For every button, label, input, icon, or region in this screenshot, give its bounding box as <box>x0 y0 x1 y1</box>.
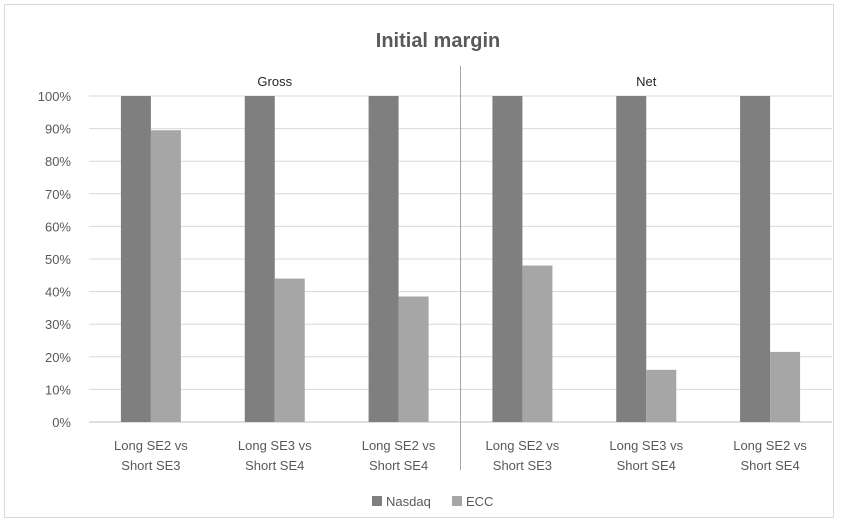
bar-ecc <box>275 279 305 422</box>
legend: Nasdaq ECC <box>372 494 493 509</box>
bar-ecc <box>399 296 429 422</box>
x-tick-label: Long SE2 vs Short SE3 <box>114 438 188 473</box>
bar-ecc <box>151 130 181 422</box>
x-tick-label: Long SE2 vs Short SE3 <box>486 438 560 473</box>
bar-nasdaq <box>740 96 770 422</box>
group-label: Gross <box>257 74 292 89</box>
bar-ecc <box>770 352 800 422</box>
bar-nasdaq <box>245 96 275 422</box>
y-tick-label: 10% <box>45 382 71 397</box>
x-tick-label: Long SE3 vs Short SE4 <box>609 438 683 473</box>
x-tick-label: Long SE2 vs Short SE4 <box>362 438 436 473</box>
y-tick-label: 30% <box>45 317 71 332</box>
chart-title: Initial margin <box>376 30 500 52</box>
x-tick-label: Long SE3 vs Short SE4 <box>238 438 312 473</box>
bar-nasdaq <box>616 96 646 422</box>
y-tick-label: 100% <box>38 89 72 104</box>
y-tick-label: 0% <box>52 415 71 430</box>
group-labels: Gross Net <box>257 66 656 470</box>
bar-nasdaq <box>121 96 151 422</box>
y-tick-label: 20% <box>45 350 71 365</box>
legend-label-nasdaq: Nasdaq <box>386 494 431 509</box>
y-tick-label: 90% <box>45 122 71 137</box>
bar-nasdaq <box>369 96 399 422</box>
y-tick-label: 40% <box>45 285 71 300</box>
legend-label-ecc: ECC <box>466 494 493 509</box>
legend-swatch-ecc <box>452 496 462 506</box>
y-tick-label: 80% <box>45 154 71 169</box>
y-tick-label: 70% <box>45 187 71 202</box>
y-tick-label: 60% <box>45 219 71 234</box>
y-tick-label: 50% <box>45 252 71 267</box>
group-label: Net <box>636 74 657 89</box>
x-tick-label: Long SE2 vs Short SE4 <box>733 438 807 473</box>
legend-swatch-nasdaq <box>372 496 382 506</box>
bar-ecc <box>522 266 552 422</box>
bar-nasdaq <box>492 96 522 422</box>
bar-ecc <box>646 370 676 422</box>
